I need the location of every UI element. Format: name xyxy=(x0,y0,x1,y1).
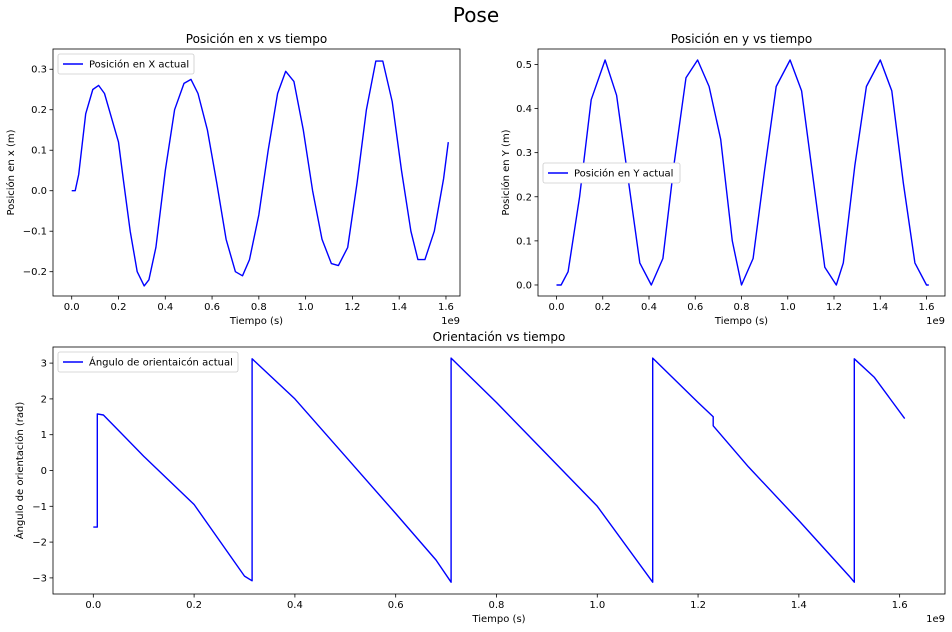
figure-suptitle: Pose xyxy=(453,3,499,27)
x-offset-label: 1e9 xyxy=(926,614,945,625)
x-tick-label: 1.2 xyxy=(690,600,706,611)
legend-label: Posición en Y actual xyxy=(574,168,673,180)
chart-title: Posición en x vs tiempo xyxy=(186,32,327,46)
y-tick-label: 0.3 xyxy=(31,65,47,76)
x-tick-label: 0.8 xyxy=(734,302,750,313)
x-offset-label: 1e9 xyxy=(926,316,945,327)
chart-title: Posición en y vs tiempo xyxy=(671,32,812,46)
y-tick-label: 2 xyxy=(41,394,47,405)
y-tick-label: 0.2 xyxy=(516,192,532,203)
plot-frame xyxy=(52,48,461,297)
legend-box xyxy=(542,162,681,184)
y-tick-label: −3 xyxy=(32,573,47,584)
x-tick-label: 0.2 xyxy=(186,600,202,611)
y-tick-label: −2 xyxy=(32,538,47,549)
y-tick-label: 0.3 xyxy=(516,148,532,159)
x-tick-label: 0.0 xyxy=(85,600,101,611)
x-tick-label: 1.6 xyxy=(892,600,908,611)
legend-box xyxy=(57,351,239,373)
x-tick-label: 0.8 xyxy=(489,600,505,611)
chart-title: Orientación vs tiempo xyxy=(433,330,566,344)
x-tick-label: 0.4 xyxy=(287,600,303,611)
x-tick-label: 0.0 xyxy=(64,302,80,313)
y-tick-label: −1 xyxy=(32,502,47,513)
x-tick-label: 1.6 xyxy=(919,302,935,313)
x-axis-label: Tiempo (s) xyxy=(471,614,525,625)
x-tick-label: 0.0 xyxy=(549,302,565,313)
x-tick-label: 1.0 xyxy=(298,302,314,313)
legend-box xyxy=(57,53,195,75)
x-axis-label: Tiempo (s) xyxy=(229,316,283,327)
y-tick-label: 0 xyxy=(41,466,47,477)
x-tick-label: 1.6 xyxy=(438,302,454,313)
x-tick-label: 0.8 xyxy=(251,302,267,313)
x-tick-label: 0.4 xyxy=(641,302,657,313)
y-tick-label: 0.0 xyxy=(31,186,47,197)
x-axis-label: Tiempo (s) xyxy=(714,316,768,327)
y-tick-label: −0.2 xyxy=(23,267,47,278)
x-tick-label: 1.4 xyxy=(391,302,407,313)
legend-label: Ángulo de orientaicón actual xyxy=(89,356,233,369)
x-tick-label: 1.2 xyxy=(344,302,360,313)
plot-frame xyxy=(52,346,946,595)
series-line-0 xyxy=(93,357,906,583)
x-tick-label: 0.2 xyxy=(595,302,611,313)
x-tick-label: 1.0 xyxy=(589,600,605,611)
x-tick-label: 1.4 xyxy=(791,600,807,611)
x-tick-label: 1.0 xyxy=(780,302,796,313)
y-tick-label: 0.2 xyxy=(31,105,47,116)
y-axis-label: Ángulo de orientación (rad) xyxy=(13,402,26,540)
x-tick-label: 0.6 xyxy=(388,600,404,611)
y-tick-label: 0.1 xyxy=(516,236,532,247)
x-tick-label: 1.2 xyxy=(826,302,842,313)
x-tick-label: 0.6 xyxy=(687,302,703,313)
series-line-0 xyxy=(71,60,449,287)
y-tick-label: 0.1 xyxy=(31,146,47,157)
x-tick-label: 0.6 xyxy=(204,302,220,313)
y-axis-label: Posición en x (m) xyxy=(5,129,17,215)
series-line-0 xyxy=(556,59,929,286)
legend-label: Posición en X actual xyxy=(89,59,189,71)
y-tick-label: 1 xyxy=(41,430,47,441)
x-tick-label: 0.4 xyxy=(157,302,173,313)
y-tick-label: 0.5 xyxy=(516,60,532,71)
x-tick-label: 0.2 xyxy=(111,302,127,313)
y-axis-label: Posición en Y (m) xyxy=(500,129,512,215)
y-tick-label: 0.4 xyxy=(516,104,532,115)
x-tick-label: 1.4 xyxy=(872,302,888,313)
x-offset-label: 1e9 xyxy=(441,316,460,327)
y-tick-label: −0.1 xyxy=(23,227,47,238)
y-tick-label: 0.0 xyxy=(516,280,532,291)
y-tick-label: 3 xyxy=(41,359,47,370)
